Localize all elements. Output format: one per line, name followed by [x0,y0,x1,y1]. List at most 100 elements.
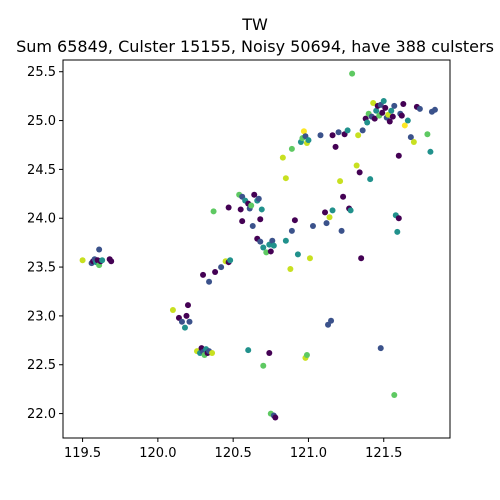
data-point [337,178,344,185]
data-point [210,208,217,215]
data-point [338,227,345,234]
data-point [266,350,273,357]
data-point [309,223,316,230]
data-point [251,191,258,198]
data-point [329,207,336,214]
y-tick-label: 23.0 [27,309,56,324]
x-tick-label: 121.5 [365,446,402,461]
data-point [326,214,333,221]
data-point [178,318,185,325]
data-point [400,100,407,107]
data-point [218,264,225,271]
data-point [380,98,387,105]
data-point [335,129,342,136]
data-point [382,104,389,111]
data-point [306,255,313,262]
data-point [355,132,362,139]
data-point [294,251,301,258]
data-point [108,258,115,265]
data-point [239,218,246,225]
data-point [291,217,298,224]
data-point [364,119,371,126]
data-point [323,220,330,227]
data-point [282,175,289,182]
data-point [258,206,265,213]
data-point [404,117,411,124]
data-point [367,176,374,183]
x-tick-label: 120.0 [139,446,176,461]
y-tick-label: 22.5 [27,358,56,373]
data-point [305,137,312,144]
y-tick-label: 24.0 [27,212,56,227]
data-point [255,195,262,202]
data-point [184,302,191,309]
y-tick-label: 25.5 [27,65,56,80]
data-point [272,414,279,421]
data-point [356,169,363,176]
data-point [379,109,386,116]
data-point [386,118,393,125]
data-point [303,351,310,358]
data-point [99,257,106,264]
data-point [260,244,267,251]
data-point [416,105,423,112]
data-point [288,227,295,234]
data-point [377,345,384,352]
data-point [395,215,402,222]
data-point [353,162,360,169]
axes-frame [62,59,451,439]
data-point [257,216,264,223]
data-point [340,193,347,200]
y-tick-label: 22.0 [27,407,56,422]
data-point [288,145,295,152]
data-point [317,132,324,139]
data-point [347,207,354,214]
data-point [398,112,405,119]
data-point [407,134,414,141]
data-point [349,70,356,77]
data-point [269,237,276,244]
data-point [200,271,207,278]
data-point [395,152,402,159]
points-layer [79,70,438,421]
data-point [401,122,408,129]
data-point [169,307,176,314]
data-point [212,268,219,275]
data-point [245,347,252,354]
x-tick-label: 121.0 [290,446,327,461]
x-tick-label: 119.5 [64,446,101,461]
data-point [209,350,216,357]
y-tick-label: 23.5 [27,261,56,276]
data-point [267,248,274,255]
y-tick-label: 25.0 [27,114,56,129]
data-point [181,324,188,331]
data-point [371,115,378,122]
data-point [227,257,234,264]
data-point [322,209,329,216]
y-tick-label: 24.5 [27,163,56,178]
data-point [79,257,86,264]
axes-layer: 119.5 120.0 120.5 121.0 121.5 22.0 22.5 23.0 23.… [27,59,451,461]
data-point [332,143,339,150]
data-point [249,223,256,230]
data-point [287,266,294,273]
data-point [389,113,396,120]
data-point [257,238,264,245]
data-point [300,128,307,135]
data-point [410,139,417,146]
data-point [282,237,289,244]
data-point [96,246,103,253]
data-point [237,206,244,213]
x-tick-label: 120.5 [215,446,252,461]
data-point [329,132,336,139]
data-point [260,362,267,369]
data-point [206,278,213,285]
data-point [248,202,255,209]
data-point [370,99,377,106]
data-point [431,106,438,113]
data-point [391,102,398,109]
data-point [358,255,365,262]
data-point [427,148,434,155]
data-point [394,228,401,235]
